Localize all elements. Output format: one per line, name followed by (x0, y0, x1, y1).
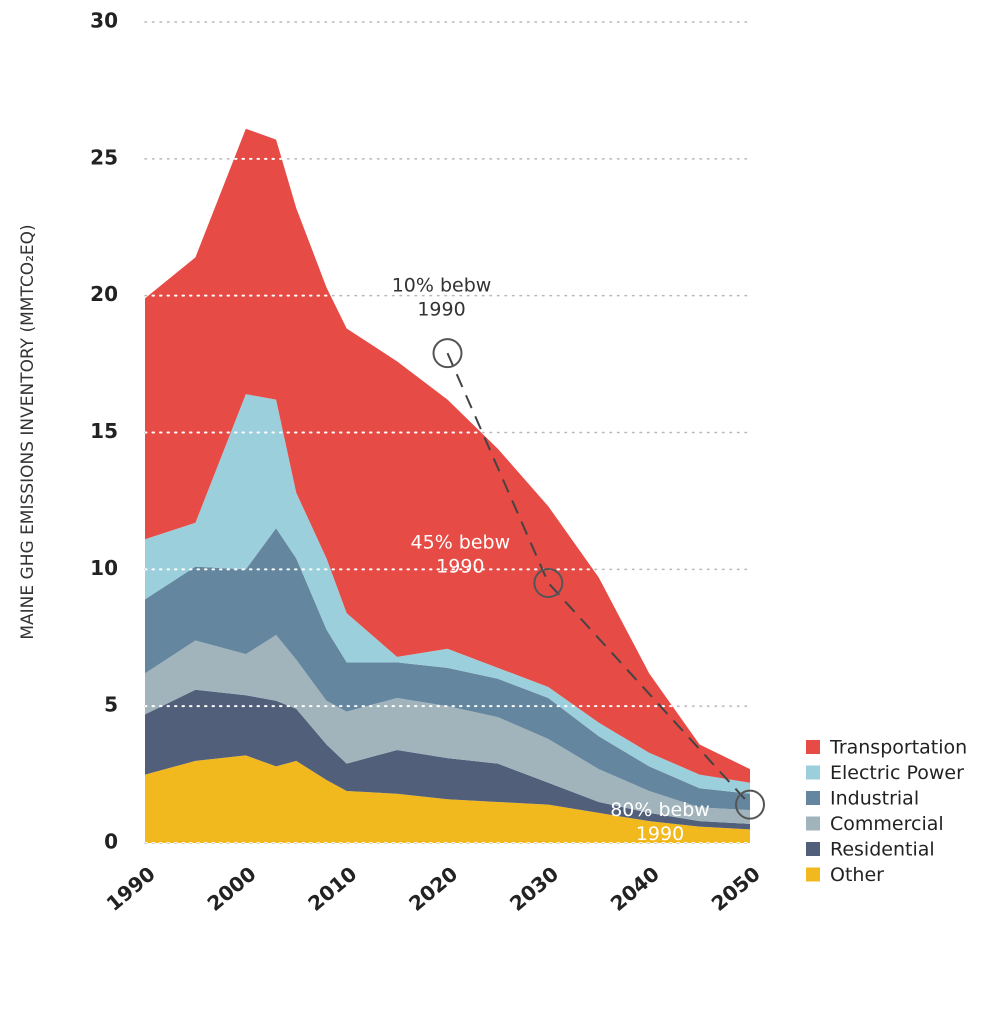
y-axis-label: MAINE GHG EMISSIONS INVENTORY (MMTCO₂EQ) (18, 224, 38, 639)
annotation: 45% bebw (411, 532, 511, 554)
area (145, 755, 750, 843)
target-line (446, 352, 751, 806)
y-tick-label: 30 (90, 9, 118, 33)
y-tick-label: 25 (90, 145, 118, 169)
y-tick-label: 5 (104, 693, 118, 717)
legend-label: Residential (830, 839, 935, 861)
y-tick-label: 10 (90, 556, 118, 580)
area (145, 394, 750, 794)
x-tick-label: 2010 (303, 862, 361, 916)
x-tick-label: 2030 (505, 862, 563, 916)
area (145, 689, 750, 830)
area (145, 528, 750, 811)
legend-label: Commercial (830, 813, 944, 835)
y-tick-label: 0 (104, 830, 118, 854)
legend-label: Transportation (829, 737, 967, 759)
legend-swatch (806, 791, 820, 805)
legend-swatch (806, 740, 820, 754)
legend-label: Electric Power (830, 762, 964, 784)
area (145, 635, 750, 824)
legend-label: Industrial (830, 788, 919, 810)
target-point (533, 568, 564, 599)
legend-swatch (806, 842, 820, 856)
legend-label: Other (830, 864, 884, 886)
legend-swatch (806, 867, 820, 882)
annotation: 1990 (636, 823, 684, 845)
legend-swatch (806, 765, 820, 780)
x-tick-label: 2040 (606, 862, 664, 916)
y-tick-label: 15 (90, 419, 118, 443)
annotation: 10% bebw (392, 275, 492, 297)
x-tick-label: 2050 (707, 862, 765, 916)
target-point (432, 338, 463, 369)
legend-swatch (806, 816, 820, 831)
area (145, 128, 750, 783)
target-point (735, 789, 765, 820)
x-tick-label: 2020 (404, 862, 462, 916)
annotation: 80% bebw (610, 799, 710, 821)
y-tick-label: 20 (90, 282, 118, 306)
annotation: 1990 (417, 299, 465, 321)
annotation: 1990 (436, 556, 484, 578)
x-tick-label: 1990 (102, 862, 160, 916)
x-tick-label: 2000 (203, 862, 261, 916)
